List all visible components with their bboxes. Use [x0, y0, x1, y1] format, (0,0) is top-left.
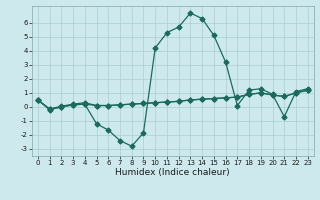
X-axis label: Humidex (Indice chaleur): Humidex (Indice chaleur)	[116, 168, 230, 177]
